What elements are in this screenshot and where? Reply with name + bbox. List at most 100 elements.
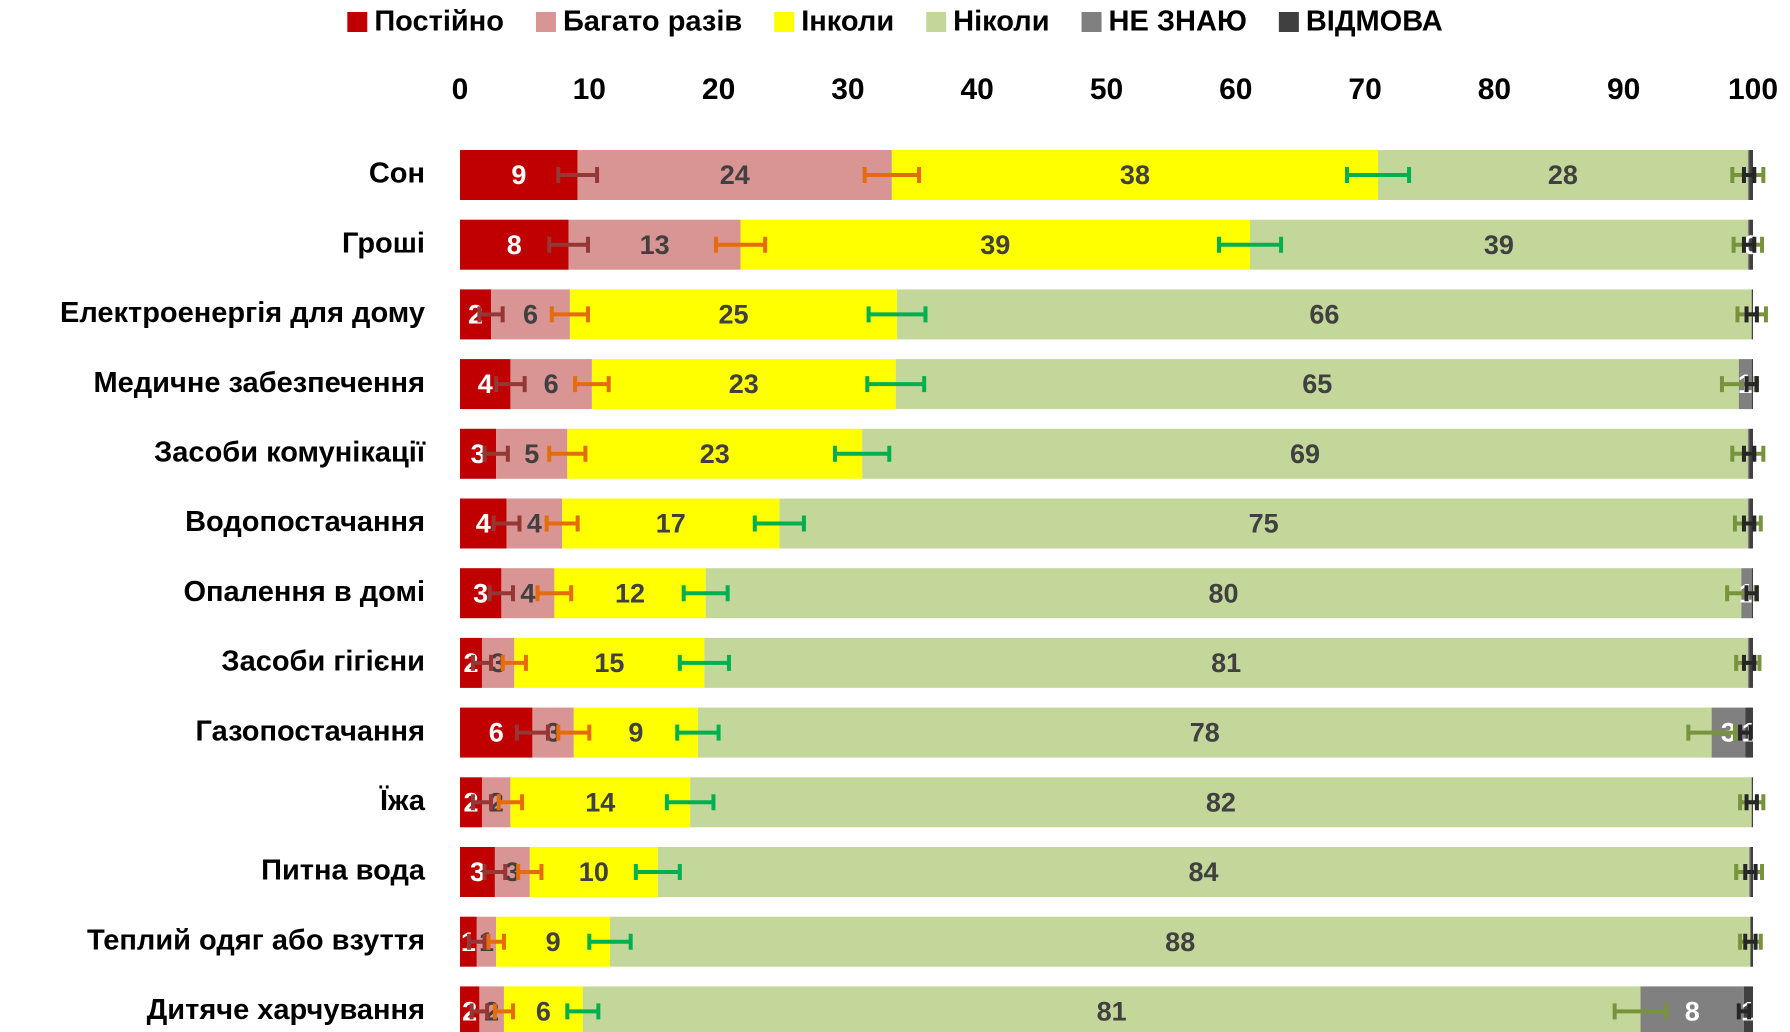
data-label: 84 xyxy=(1188,857,1218,887)
data-label: 66 xyxy=(1309,300,1339,330)
error-bar xyxy=(1741,167,1757,183)
bar-segment xyxy=(1378,150,1748,200)
x-tick-label: 20 xyxy=(702,73,735,106)
data-label: 6 xyxy=(489,718,504,748)
x-tick-label: 40 xyxy=(961,73,994,106)
bar-segment xyxy=(503,986,583,1032)
data-label: 38 xyxy=(1120,160,1150,190)
error-bar xyxy=(675,724,721,741)
data-label: 23 xyxy=(700,439,730,469)
category-label: Їжа xyxy=(379,784,426,817)
category-label: Медичне забезпечення xyxy=(93,367,425,399)
data-label: 65 xyxy=(1302,369,1332,399)
category-label: Засоби гігієни xyxy=(221,646,425,678)
bar-segment xyxy=(569,289,898,340)
error-bar xyxy=(1744,376,1759,393)
legend-swatch xyxy=(347,12,368,32)
error-bar xyxy=(633,864,682,880)
error-bar xyxy=(862,167,922,183)
legend-swatch xyxy=(1081,12,1102,32)
error-bar xyxy=(1612,1003,1669,1020)
error-bar xyxy=(487,585,516,602)
bar-segment xyxy=(862,428,1748,479)
data-label: 17 xyxy=(656,509,686,539)
legend-swatch xyxy=(926,12,947,32)
error-bar xyxy=(547,445,588,462)
error-bar xyxy=(492,1003,516,1020)
data-label: 10 xyxy=(579,857,609,887)
category-label: Електроенергія для дому xyxy=(60,297,425,329)
x-tick-label: 50 xyxy=(1090,73,1123,106)
bar-segment xyxy=(510,777,691,828)
data-label: 28 xyxy=(1548,160,1578,190)
data-label: 6 xyxy=(523,300,538,330)
error-bar xyxy=(535,585,574,602)
data-label: 39 xyxy=(1484,230,1514,260)
x-tick-label: 70 xyxy=(1348,73,1381,106)
error-bar xyxy=(866,306,928,323)
x-tick-label: 60 xyxy=(1219,73,1252,106)
data-label: 82 xyxy=(1206,787,1236,817)
error-bar xyxy=(681,585,730,602)
data-label: 4 xyxy=(520,578,535,608)
legend-label: Інколи xyxy=(801,6,894,38)
bar-segment xyxy=(895,359,1739,410)
data-label: 4 xyxy=(527,509,542,539)
x-tick-label: 30 xyxy=(831,73,864,106)
bar-segment xyxy=(554,568,706,619)
error-bar xyxy=(556,167,600,183)
data-label: 9 xyxy=(628,718,643,748)
bar-segment xyxy=(891,150,1379,200)
data-label: 3 xyxy=(470,857,485,887)
data-label: 6 xyxy=(536,997,551,1027)
data-label: 9 xyxy=(546,927,561,957)
category-label: Гроші xyxy=(342,227,425,259)
data-label: 8 xyxy=(507,230,522,260)
bar-segment xyxy=(568,219,741,270)
data-label: 3 xyxy=(473,578,488,608)
error-bar xyxy=(1741,654,1757,671)
legend-label: Ніколи xyxy=(953,6,1049,38)
category-label: Дитяче харчування xyxy=(147,994,425,1026)
bar-segment xyxy=(1640,986,1744,1032)
error-bar xyxy=(1743,933,1758,950)
bar-segment xyxy=(479,986,504,1032)
data-label: 14 xyxy=(585,787,615,817)
bar-segment xyxy=(514,637,705,688)
data-label: 4 xyxy=(478,369,493,399)
data-label: 88 xyxy=(1165,927,1195,957)
data-label: 39 xyxy=(980,230,1010,260)
bar-segment xyxy=(897,289,1752,340)
error-bar xyxy=(496,794,525,811)
data-label: 9 xyxy=(511,160,526,190)
data-label: 3 xyxy=(505,857,520,887)
bar-segment xyxy=(562,498,780,549)
data-label: 13 xyxy=(640,230,670,260)
bar-segment xyxy=(609,916,1751,967)
error-bar xyxy=(1744,794,1759,811)
error-bar xyxy=(549,306,591,323)
error-bar xyxy=(714,236,768,253)
error-bar xyxy=(544,515,580,532)
bar-segment xyxy=(740,219,1251,270)
error-bar xyxy=(1743,864,1758,880)
category-label: Газопостачання xyxy=(196,715,425,747)
error-bar xyxy=(470,654,494,671)
error-bar xyxy=(1686,724,1737,741)
data-label: 12 xyxy=(615,578,645,608)
data-label: 3 xyxy=(471,439,486,469)
bar-segment xyxy=(705,568,1742,619)
category-label: Питна вода xyxy=(261,855,426,887)
error-bar xyxy=(832,445,892,462)
data-label: 78 xyxy=(1190,718,1220,748)
legend-swatch xyxy=(535,12,556,32)
error-bar xyxy=(477,306,505,323)
error-bar xyxy=(1741,515,1757,532)
category-label: Засоби комунікації xyxy=(154,436,426,468)
data-label: 81 xyxy=(1211,648,1241,678)
error-bar xyxy=(1744,585,1759,602)
error-bar xyxy=(1744,306,1759,323)
data-label: 5 xyxy=(524,439,539,469)
x-tick-label: 90 xyxy=(1607,73,1640,106)
